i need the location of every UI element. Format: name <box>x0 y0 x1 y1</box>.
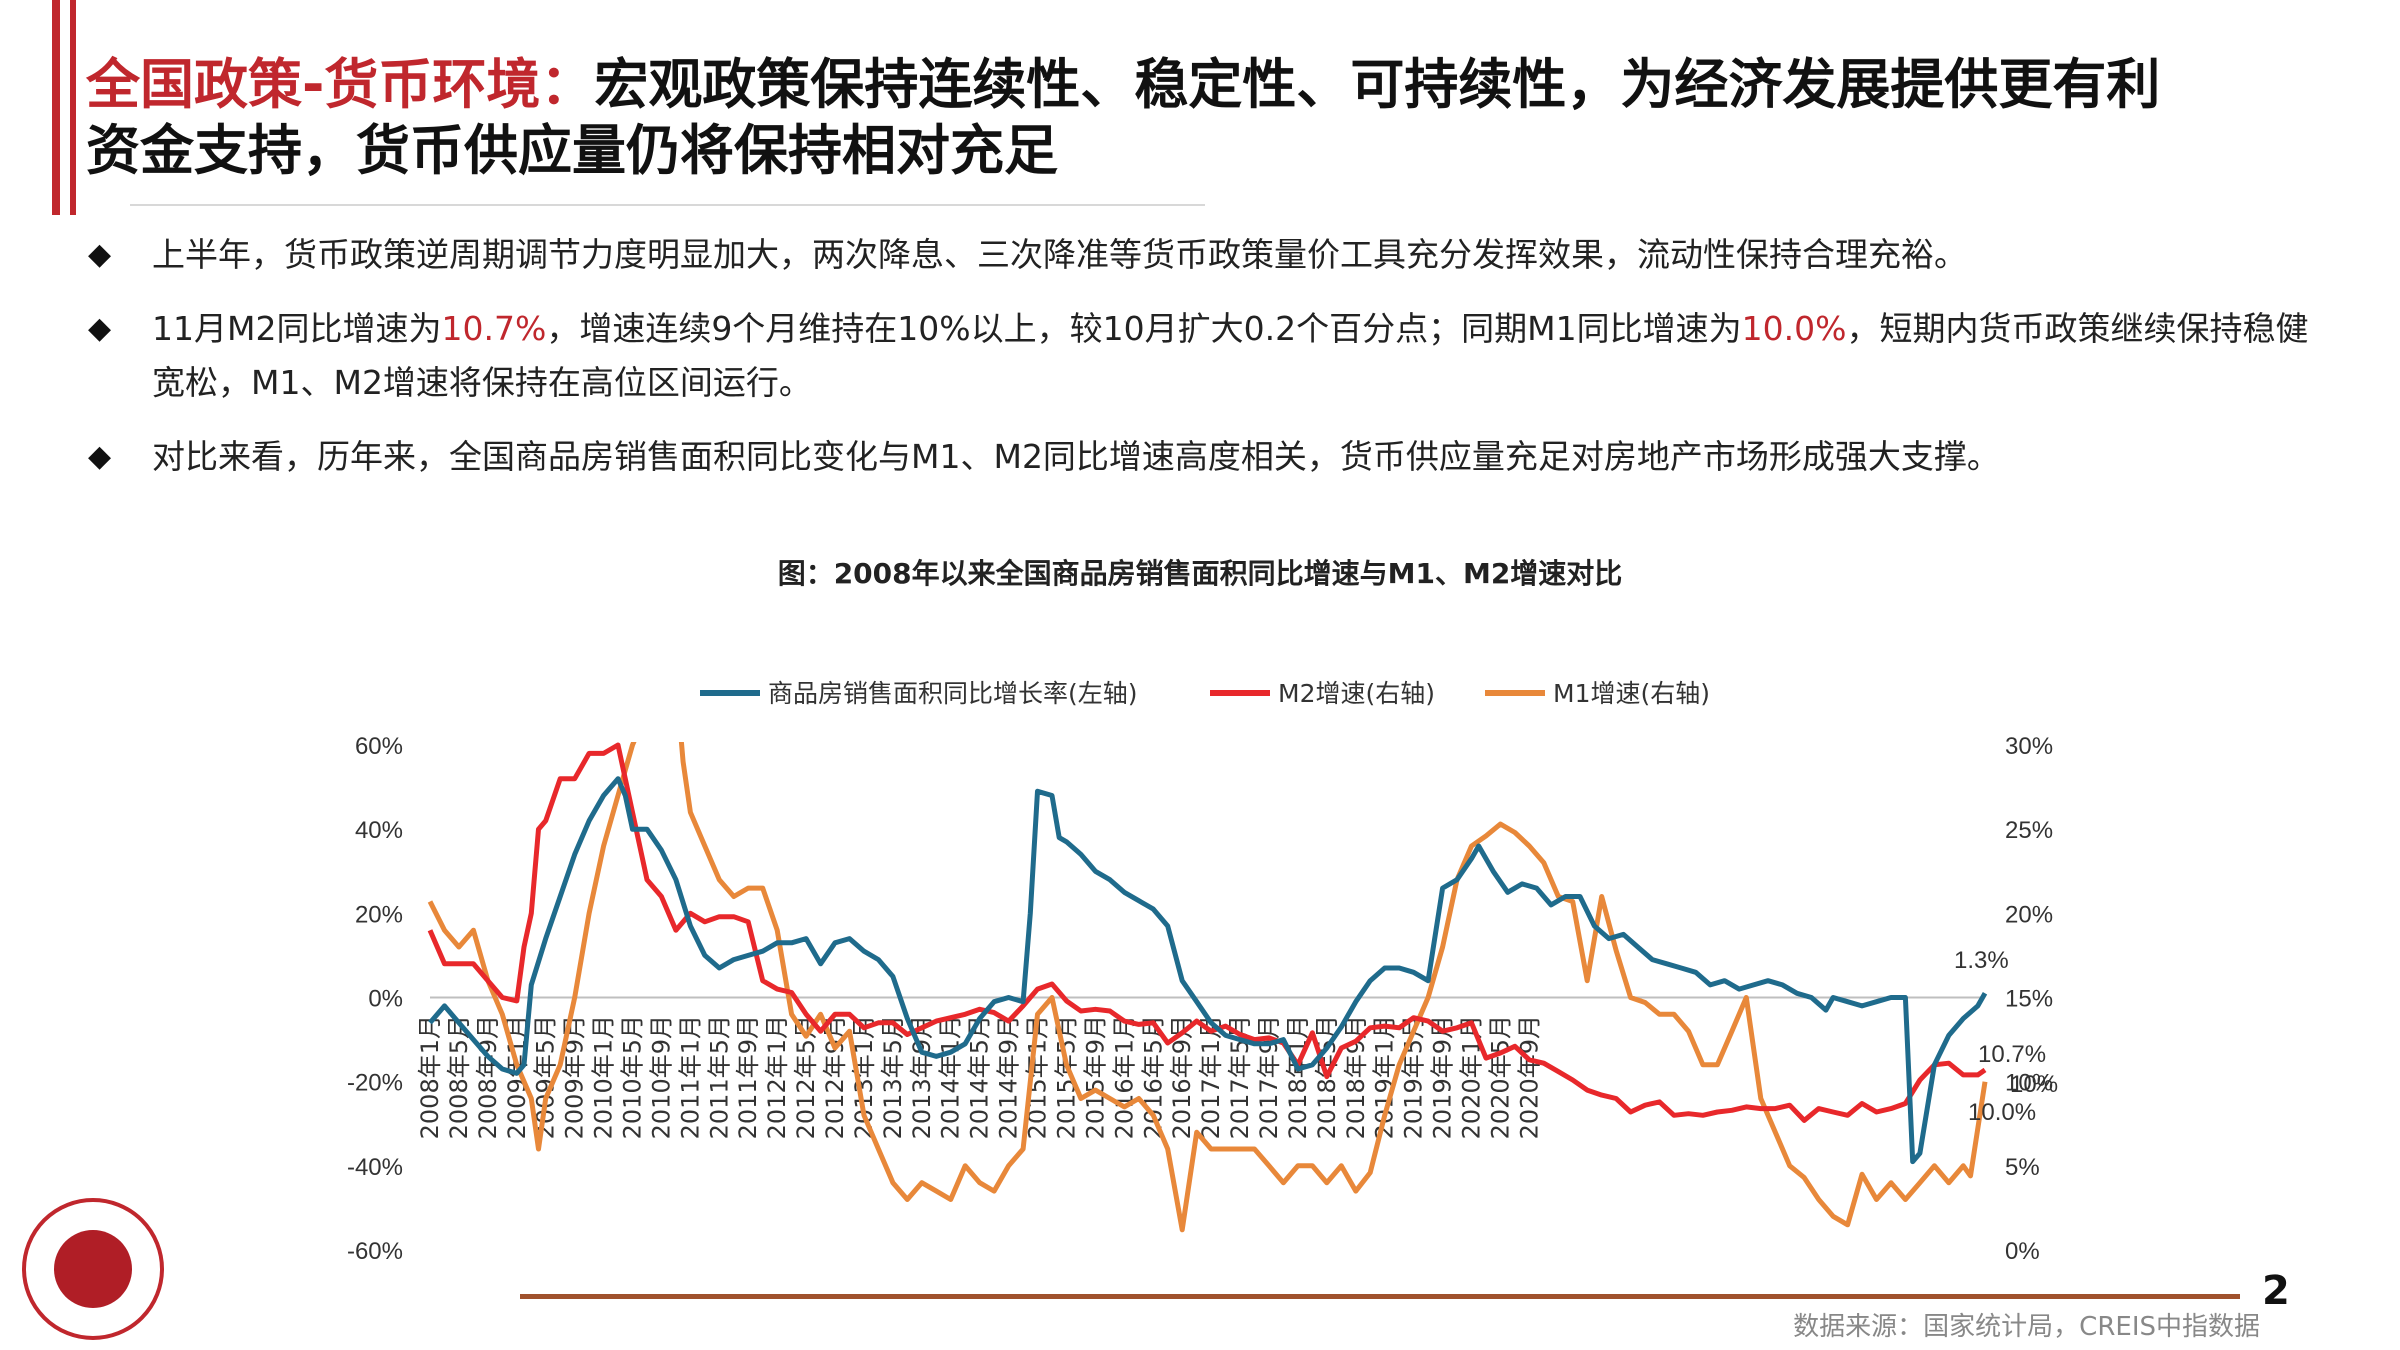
value-annotation: 1.3% <box>1954 947 2009 974</box>
x-tick-label: 2020年1月 <box>1457 1015 1485 1139</box>
y-right-tick-label: 20% <box>2005 901 2053 928</box>
y-left-tick-label: 20% <box>355 901 403 928</box>
y-right-tick-label: 10% <box>2005 1070 2053 1097</box>
x-tick-label: 2011年1月 <box>676 1015 704 1139</box>
m1-growth-line <box>427 742 1988 1233</box>
value-annotation: 10.7% <box>1978 1041 2046 1068</box>
x-tick-label: 2017年9月 <box>1255 1015 1283 1139</box>
legend-label: 商品房销售面积同比增长率(左轴) <box>768 679 1138 708</box>
page-number: 2 <box>2262 1268 2290 1314</box>
title-divider <box>130 204 1205 206</box>
bullet-item: ◆ 对比来看，历年来，全国商品房销售面积同比变化与M1、M2同比增速高度相关，货币… <box>88 430 2328 484</box>
bullet-diamond-icon: ◆ <box>88 311 112 346</box>
bullet-text: ，增速连续9个月维持在10%以上，较10月扩大0.2个百分点；同期M1同比增速为 <box>546 309 1742 348</box>
y-right-tick-label: 5% <box>2005 1154 2040 1181</box>
highlight-value: 10.7% <box>441 309 547 348</box>
x-tick-label: 2015年9月 <box>1081 1015 1109 1139</box>
bullet-diamond-icon: ◆ <box>88 237 112 272</box>
x-tick-label: 2020年5月 <box>1486 1015 1514 1139</box>
y-left-tick-label: 40% <box>355 817 403 844</box>
footer-divider <box>520 1294 2240 1299</box>
x-tick-label: 2011年5月 <box>705 1015 733 1139</box>
y-left-tick-label: 0% <box>368 986 403 1013</box>
bullet-list: ◆ 上半年，货币政策逆周期调节力度明显加大，两次降息、三次降准等货币政策量价工具充… <box>88 228 2328 504</box>
data-source: 数据来源：国家统计局，CREIS中指数据 <box>1793 1312 2260 1342</box>
y-left-tick-label: 60% <box>355 733 403 760</box>
x-tick-label: 2011年9月 <box>734 1015 762 1139</box>
x-tick-label: 2008年9月 <box>474 1015 502 1139</box>
x-tick-label: 2017年1月 <box>1197 1015 1225 1139</box>
legend-label: M1增速(右轴) <box>1553 679 1710 708</box>
x-tick-label: 2010年9月 <box>647 1015 675 1139</box>
bullet-text: 11月M2同比增速为 <box>152 309 442 348</box>
y-left-tick-label: -40% <box>347 1154 403 1181</box>
x-tick-label: 2014年1月 <box>937 1015 965 1139</box>
m2-growth-line <box>427 742 1987 1123</box>
x-tick-label: 2013年5月 <box>879 1015 907 1139</box>
y-left-tick-label: -60% <box>347 1238 403 1265</box>
x-tick-label: 2019年9月 <box>1429 1015 1457 1139</box>
title-black-part: 宏观政策保持连续性、稳定性、可持续性，为经济发展提供更有利资金支持，货币供应量仍… <box>86 53 2161 182</box>
bullet-text: 对比来看，历年来，全国商品房销售面积同比变化与M1、M2同比增速高度相关，货币供… <box>152 437 2000 476</box>
title-accent-bar-2 <box>70 0 76 215</box>
x-tick-label: 2014年9月 <box>995 1015 1023 1139</box>
value-annotation: 10% <box>2010 1071 2058 1098</box>
bullet-item: ◆ 上半年，货币政策逆周期调节力度明显加大，两次降息、三次降准等货币政策量价工具充… <box>88 228 2328 282</box>
legend-label: M2增速(右轴) <box>1278 679 1435 708</box>
x-tick-label: 2018年1月 <box>1284 1015 1312 1139</box>
figure-title: 图：2008年以来全国商品房销售面积同比增速与M1、M2增速对比 <box>777 557 1623 590</box>
value-annotation: 10.0% <box>1968 1099 2036 1126</box>
bullet-item: ◆ 11月M2同比增速为10.7%，增速连续9个月维持在10%以上，较10月扩大0… <box>88 302 2328 410</box>
bullet-text: 上半年，货币政策逆周期调节力度明显加大，两次降息、三次降准等货币政策量价工具充分… <box>152 235 1967 274</box>
y-right-tick-label: 25% <box>2005 817 2053 844</box>
bullet-diamond-icon: ◆ <box>88 439 112 474</box>
sales-area-growth-line <box>428 776 1988 1165</box>
seal-center <box>54 1230 132 1308</box>
highlight-value: 10.0% <box>1741 309 1847 348</box>
x-tick-label: 2020年9月 <box>1515 1015 1543 1139</box>
x-tick-label: 2016年1月 <box>1110 1015 1138 1139</box>
title-accent-bar <box>52 0 60 215</box>
page-title: 全国政策-货币环境：宏观政策保持连续性、稳定性、可持续性，为经济发展提供更有利资… <box>86 52 2196 184</box>
x-tick-label: 2008年1月 <box>416 1015 444 1139</box>
bullet-text: ，短期内货币政策继续保持稳健宽松，M1、M2增速将保持在高位区间运行。 <box>152 309 2309 402</box>
academy-seal-logo <box>22 1198 164 1340</box>
title-red-part: 全国政策-货币环境： <box>86 53 595 116</box>
y-left-tick-label: -20% <box>347 1070 403 1097</box>
x-tick-label: 2015年5月 <box>1052 1015 1080 1139</box>
x-tick-label: 2012年1月 <box>763 1015 791 1139</box>
y-right-tick-label: 15% <box>2005 986 2053 1013</box>
y-right-tick-label: 0% <box>2005 1238 2040 1265</box>
x-tick-label: 2010年1月 <box>590 1015 618 1139</box>
x-tick-label: 2010年5月 <box>619 1015 647 1139</box>
y-right-tick-label: 30% <box>2005 733 2053 760</box>
